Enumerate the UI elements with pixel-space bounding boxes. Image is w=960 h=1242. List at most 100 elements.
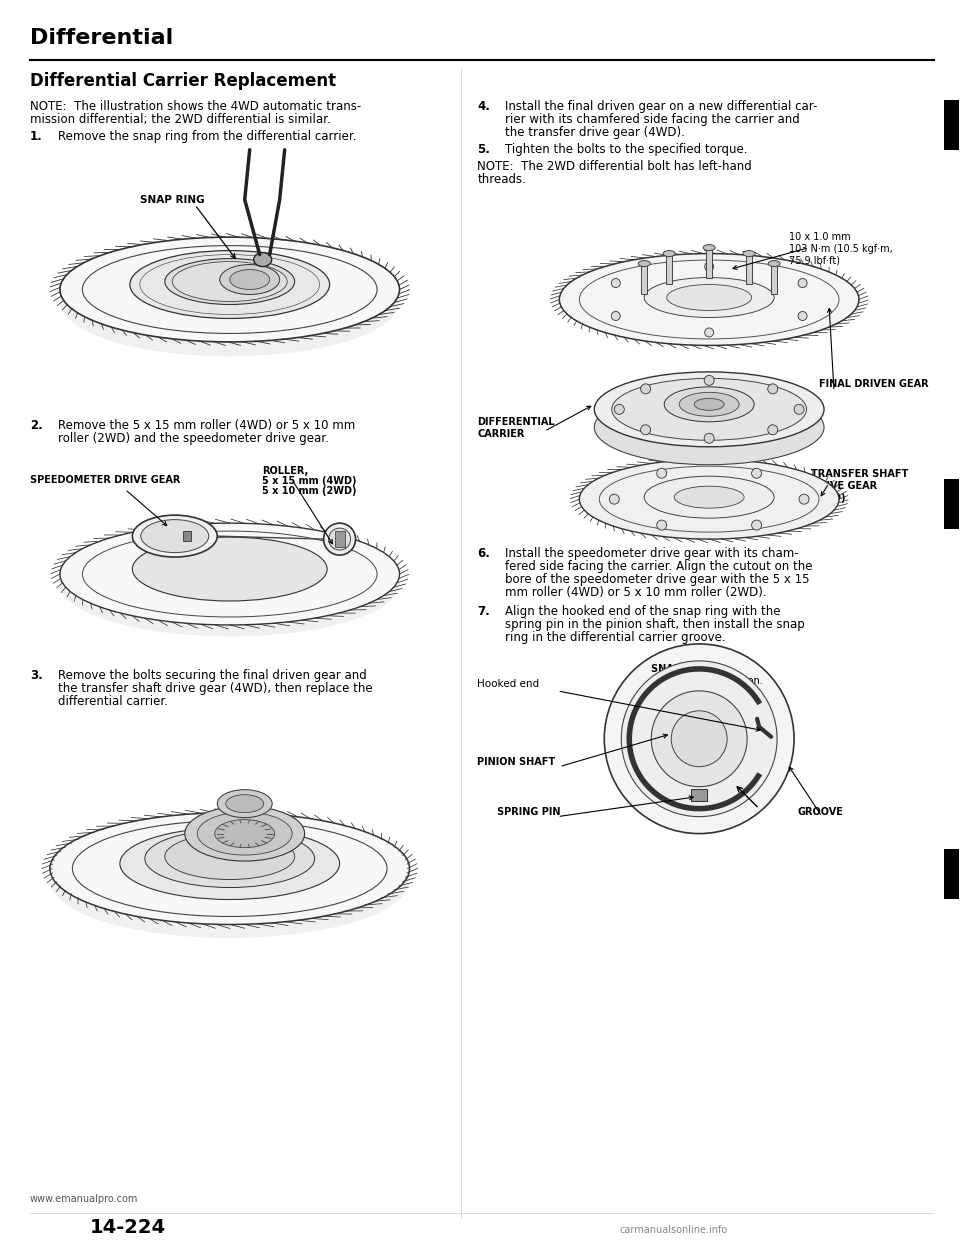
Ellipse shape bbox=[703, 245, 715, 251]
Text: CARRIER: CARRIER bbox=[477, 430, 525, 440]
Bar bbox=[944, 479, 959, 529]
Ellipse shape bbox=[328, 528, 350, 550]
Text: 2.: 2. bbox=[30, 420, 42, 432]
Text: 75.9 lbf·ft): 75.9 lbf·ft) bbox=[789, 256, 840, 266]
Circle shape bbox=[768, 384, 778, 394]
Text: SNAP RING: SNAP RING bbox=[140, 195, 204, 205]
Text: 5 x 15 mm (4WD): 5 x 15 mm (4WD) bbox=[262, 476, 356, 486]
Ellipse shape bbox=[594, 371, 824, 447]
Text: Differential: Differential bbox=[30, 29, 173, 48]
Circle shape bbox=[640, 425, 651, 435]
Text: 7.: 7. bbox=[477, 605, 491, 619]
Ellipse shape bbox=[172, 262, 287, 302]
Text: 103 N·m (10.5 kgf·m,: 103 N·m (10.5 kgf·m, bbox=[789, 243, 893, 253]
Text: ROLLER,: ROLLER, bbox=[262, 466, 308, 476]
Ellipse shape bbox=[663, 251, 675, 257]
Text: Install the speedometer drive gear with its cham-: Install the speedometer drive gear with … bbox=[505, 546, 799, 560]
Ellipse shape bbox=[644, 277, 774, 318]
Text: SPEEDOMETER DRIVE GEAR: SPEEDOMETER DRIVE GEAR bbox=[30, 476, 180, 486]
Ellipse shape bbox=[132, 515, 217, 558]
Ellipse shape bbox=[130, 251, 329, 318]
Text: 5 x 10 mm (2WD): 5 x 10 mm (2WD) bbox=[262, 486, 356, 497]
Text: PINION SHAFT: PINION SHAFT bbox=[477, 756, 556, 766]
Text: GROOVE: GROOVE bbox=[797, 806, 843, 817]
Text: DRIVE GEAR: DRIVE GEAR bbox=[811, 481, 877, 491]
Circle shape bbox=[705, 262, 713, 271]
Text: Differential Carrier Replacement: Differential Carrier Replacement bbox=[30, 72, 336, 89]
Ellipse shape bbox=[694, 399, 724, 410]
Text: mission differential; the 2WD differential is similar.: mission differential; the 2WD differenti… bbox=[30, 113, 330, 125]
Circle shape bbox=[612, 278, 620, 287]
Circle shape bbox=[671, 710, 727, 766]
Text: NOTE:  The 2WD differential bolt has left-hand: NOTE: The 2WD differential bolt has left… bbox=[477, 160, 753, 173]
Circle shape bbox=[752, 468, 761, 478]
Circle shape bbox=[604, 643, 794, 833]
Ellipse shape bbox=[664, 386, 755, 422]
Text: roller (2WD) and the speedometer drive gear.: roller (2WD) and the speedometer drive g… bbox=[58, 432, 329, 446]
Ellipse shape bbox=[220, 265, 279, 294]
Circle shape bbox=[705, 375, 714, 385]
Ellipse shape bbox=[165, 833, 295, 879]
Text: (4WD): (4WD) bbox=[811, 493, 846, 503]
Bar bbox=[944, 99, 959, 150]
Circle shape bbox=[798, 312, 807, 320]
Text: ring in the differential carrier groove.: ring in the differential carrier groove. bbox=[505, 631, 726, 643]
Bar bbox=[944, 848, 959, 898]
Ellipse shape bbox=[217, 790, 273, 817]
Text: bore of the speedometer drive gear with the 5 x 15: bore of the speedometer drive gear with … bbox=[505, 573, 810, 586]
Ellipse shape bbox=[60, 523, 399, 625]
Ellipse shape bbox=[141, 519, 208, 553]
Bar bbox=[182, 532, 191, 542]
Text: threads.: threads. bbox=[477, 173, 526, 186]
Circle shape bbox=[705, 433, 714, 443]
Ellipse shape bbox=[579, 460, 839, 539]
Text: Tighten the bolts to the specified torque.: Tighten the bolts to the specified torqu… bbox=[505, 143, 748, 155]
Text: 10 x 1.0 mm: 10 x 1.0 mm bbox=[789, 231, 851, 242]
Text: carmanualsonline.info: carmanualsonline.info bbox=[619, 1225, 728, 1235]
Text: SPRING PIN: SPRING PIN bbox=[497, 806, 561, 817]
Circle shape bbox=[621, 661, 777, 817]
Text: Remove the snap ring from the differential carrier.: Remove the snap ring from the differenti… bbox=[58, 129, 356, 143]
Circle shape bbox=[799, 494, 809, 504]
Ellipse shape bbox=[638, 261, 650, 267]
Ellipse shape bbox=[612, 379, 806, 440]
Text: rier with its chamfered side facing the carrier and: rier with its chamfered side facing the … bbox=[505, 113, 800, 125]
Ellipse shape bbox=[674, 486, 744, 508]
Text: DIFFERENTIAL: DIFFERENTIAL bbox=[477, 417, 555, 427]
Ellipse shape bbox=[324, 523, 355, 555]
Ellipse shape bbox=[666, 284, 752, 310]
Bar bbox=[666, 253, 672, 283]
Text: TRANSFER SHAFT: TRANSFER SHAFT bbox=[811, 469, 908, 479]
Ellipse shape bbox=[60, 247, 399, 356]
Circle shape bbox=[657, 520, 666, 530]
Circle shape bbox=[614, 405, 624, 415]
Text: Install the final driven gear on a new differential car-: Install the final driven gear on a new d… bbox=[505, 99, 818, 113]
Ellipse shape bbox=[120, 827, 340, 899]
Text: the transfer drive gear (4WD).: the transfer drive gear (4WD). bbox=[505, 125, 685, 139]
Ellipse shape bbox=[253, 252, 272, 267]
Ellipse shape bbox=[560, 253, 859, 345]
Ellipse shape bbox=[594, 390, 824, 465]
Text: 6.: 6. bbox=[477, 546, 491, 560]
Text: 14-224: 14-224 bbox=[90, 1218, 166, 1237]
Circle shape bbox=[657, 468, 666, 478]
Circle shape bbox=[768, 425, 778, 435]
Ellipse shape bbox=[50, 823, 410, 938]
Text: www.emanualpro.com: www.emanualpro.com bbox=[30, 1194, 138, 1203]
Text: differential carrier.: differential carrier. bbox=[58, 694, 168, 708]
Text: Align the hooked end of the snap ring with the: Align the hooked end of the snap ring wi… bbox=[505, 605, 780, 619]
Text: 5.: 5. bbox=[477, 143, 491, 155]
Ellipse shape bbox=[60, 237, 399, 342]
Text: 4.: 4. bbox=[477, 99, 491, 113]
Bar bbox=[335, 532, 345, 546]
Ellipse shape bbox=[215, 820, 275, 847]
Text: 1.: 1. bbox=[30, 129, 42, 143]
Ellipse shape bbox=[165, 258, 295, 304]
Bar bbox=[707, 247, 712, 277]
Ellipse shape bbox=[229, 270, 270, 289]
Circle shape bbox=[705, 328, 713, 337]
Text: spring pin in the pinion shaft, then install the snap: spring pin in the pinion shaft, then ins… bbox=[505, 619, 805, 631]
Text: Install in this direction.: Install in this direction. bbox=[651, 676, 763, 686]
Circle shape bbox=[794, 405, 804, 415]
Ellipse shape bbox=[184, 806, 304, 861]
